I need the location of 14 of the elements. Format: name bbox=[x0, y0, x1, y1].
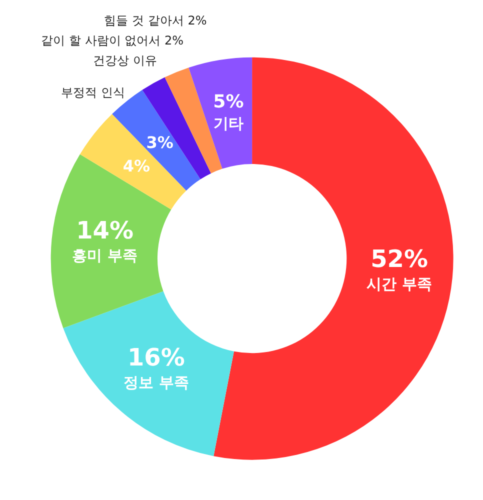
data-label: 3% bbox=[146, 133, 174, 152]
slice-label: 흥미 부족 bbox=[72, 246, 138, 264]
data-label: 52% bbox=[370, 244, 428, 273]
data-label: 5% bbox=[213, 91, 244, 112]
slice-label: 기타 bbox=[213, 114, 244, 132]
slice-label: 같이 할 사람이 없어서 2% bbox=[41, 33, 184, 48]
slice-label: 건강상 이유 bbox=[92, 54, 157, 68]
slice-label: 부정적 인식 bbox=[61, 86, 125, 100]
data-label: 4% bbox=[122, 156, 150, 176]
slice-label: 정보 부족 bbox=[124, 373, 189, 392]
slice-label: 힘들 것 같아서 2% bbox=[104, 13, 207, 28]
slice-label: 시간 부족 bbox=[366, 274, 432, 293]
data-label: 14% bbox=[76, 216, 134, 244]
data-label: 16% bbox=[127, 343, 185, 372]
